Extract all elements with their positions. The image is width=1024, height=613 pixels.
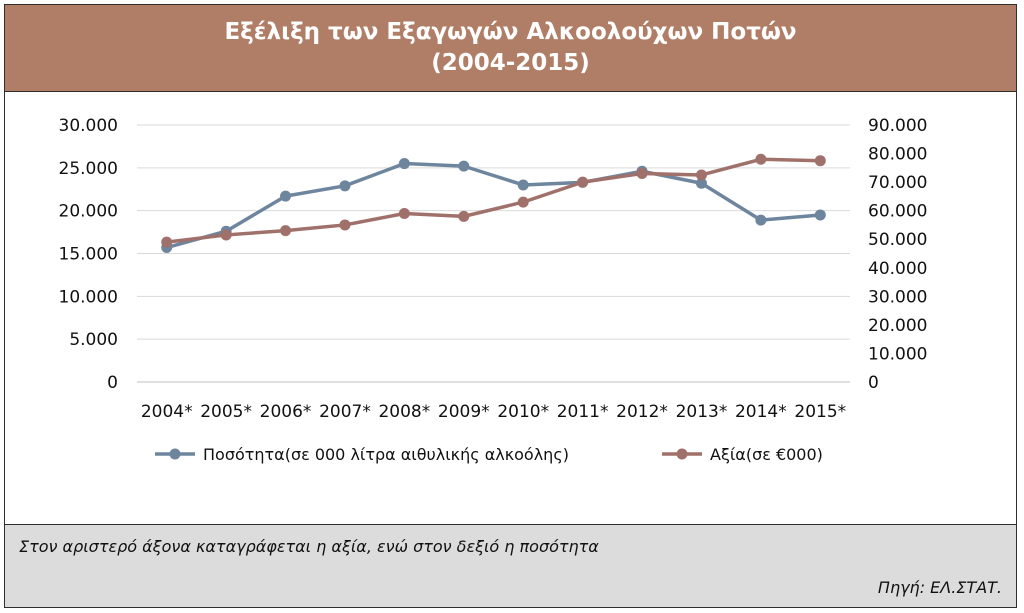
chart-title-line1: Εξέλιξη των Εξαγωγών Αλκοολούχων Ποτών bbox=[224, 19, 797, 45]
left-axis-tick-label: 0 bbox=[107, 373, 118, 393]
left-axis-tick-label: 5.000 bbox=[69, 330, 118, 350]
data-point-value bbox=[755, 153, 767, 165]
left-axis-tick-label: 15.000 bbox=[59, 245, 118, 265]
x-axis-tick-label: 2010* bbox=[497, 402, 549, 422]
right-axis-tick-label: 60.000 bbox=[868, 202, 927, 222]
right-axis-tick-label: 10.000 bbox=[868, 344, 927, 364]
left-axis-tick-label: 10.000 bbox=[59, 287, 118, 307]
legend-value-marker bbox=[676, 448, 688, 460]
x-axis-tick-label: 2012* bbox=[616, 402, 668, 422]
legend-value-label: Αξία(σε €000) bbox=[710, 445, 823, 464]
right-axis-tick-label: 40.000 bbox=[868, 259, 927, 279]
data-point-quantity bbox=[755, 214, 767, 226]
data-point-value bbox=[636, 168, 648, 180]
data-point-value bbox=[458, 210, 470, 222]
left-axis-tick-label: 25.000 bbox=[59, 159, 118, 179]
right-axis-tick-label: 0 bbox=[868, 373, 879, 393]
data-point-quantity bbox=[398, 158, 410, 170]
data-point-value bbox=[339, 219, 351, 231]
right-axis-tick-label: 30.000 bbox=[868, 287, 927, 307]
right-axis-tick-label: 70.000 bbox=[868, 173, 927, 193]
x-axis-tick-label: 2014* bbox=[735, 402, 787, 422]
data-point-value bbox=[398, 208, 410, 220]
x-axis-tick-label: 2004* bbox=[141, 402, 193, 422]
data-point-value bbox=[695, 169, 707, 181]
right-axis-tick-label: 80.000 bbox=[868, 145, 927, 165]
data-point-value bbox=[517, 196, 529, 208]
chart-frame: Εξέλιξη των Εξαγωγών Αλκοολούχων Ποτών (… bbox=[4, 4, 1017, 608]
series-line-value bbox=[166, 157, 821, 244]
data-point-quantity bbox=[517, 179, 529, 191]
left-axis-tick-label: 20.000 bbox=[59, 202, 118, 222]
data-point-quantity bbox=[458, 160, 470, 172]
data-point-quantity bbox=[280, 190, 292, 202]
data-point-value bbox=[161, 236, 173, 248]
right-axis-tick-label: 90.000 bbox=[868, 116, 927, 136]
data-point-value bbox=[814, 155, 826, 167]
right-axis-tick-label: 20.000 bbox=[868, 316, 927, 336]
series-line-quantity bbox=[166, 161, 821, 250]
source-label: Πηγή: ΕΛ.ΣΤΑΤ. bbox=[877, 578, 1002, 597]
data-point-value bbox=[577, 176, 589, 188]
data-point-value bbox=[220, 229, 232, 241]
data-point-quantity bbox=[339, 180, 351, 192]
legend-quantity-label: Ποσότητα(σε 000 λίτρα αιθυλικής αλκοόλης… bbox=[203, 445, 569, 464]
x-axis-tick-label: 2009* bbox=[438, 402, 490, 422]
data-point-quantity bbox=[814, 209, 826, 221]
x-axis-tick-label: 2011* bbox=[557, 402, 609, 422]
x-axis-tick-label: 2005* bbox=[200, 402, 252, 422]
x-axis-tick-label: 2013* bbox=[676, 402, 728, 422]
axis-note: Στον αριστερό άξονα καταγράφεται η αξία,… bbox=[19, 537, 599, 556]
x-axis-tick-label: 2006* bbox=[260, 402, 312, 422]
chart-header: Εξέλιξη των Εξαγωγών Αλκοολούχων Ποτών (… bbox=[5, 5, 1016, 92]
legend-quantity-marker bbox=[169, 448, 181, 460]
left-axis-tick-label: 30.000 bbox=[59, 116, 118, 136]
right-axis-tick-label: 50.000 bbox=[868, 230, 927, 250]
data-point-quantity bbox=[695, 177, 707, 189]
data-point-value bbox=[280, 225, 292, 237]
x-axis-tick-label: 2008* bbox=[378, 402, 430, 422]
chart-footer: Στον αριστερό άξονα καταγράφεται η αξία,… bbox=[5, 524, 1016, 607]
chart-title-line2: (2004-2015) bbox=[431, 50, 590, 76]
x-axis-tick-label: 2015* bbox=[794, 402, 846, 422]
x-axis-tick-label: 2007* bbox=[319, 402, 371, 422]
